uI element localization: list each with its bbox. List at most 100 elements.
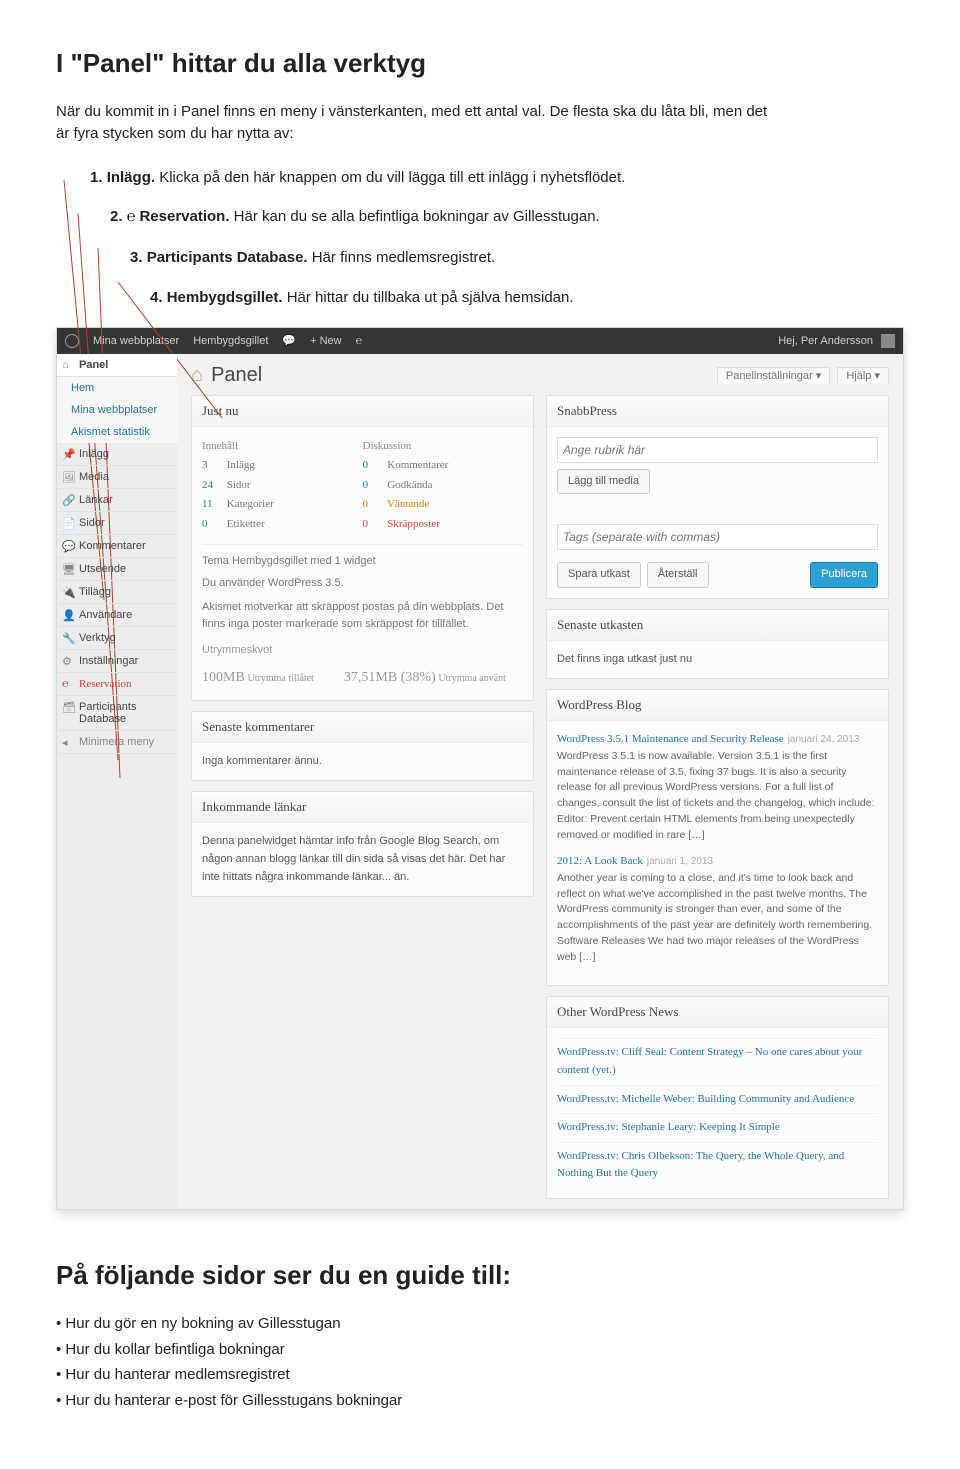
tab-panelinstallningar[interactable]: Panelinställningar ▾ (717, 367, 830, 384)
dashboard-columns: Just nu Innehåll 3 Inlägg24 Sidor11 Kate… (191, 395, 889, 1200)
sidebar-item-panel[interactable]: ⌂Panel (57, 354, 177, 377)
sidebar-item-anvandare[interactable]: 👤Användare (57, 604, 177, 627)
footer-list: Hur du gör en ny bokning av Gillesstugan… (56, 1311, 904, 1413)
page-icon: 📄 (62, 517, 76, 530)
page-title: I "Panel" hittar du alla verktyg (56, 48, 904, 79)
topbar-new[interactable]: + New (310, 335, 342, 347)
akismet-info: Akismet motverkar att skräppost postas p… (202, 599, 523, 634)
column-left: Just nu Innehåll 3 Inlägg24 Sidor11 Kate… (191, 395, 534, 1200)
sidebar-item-participants[interactable]: 🗃Participants Database (57, 696, 177, 731)
theme-info: Tema Hembygdsgillet med 1 widget (202, 553, 523, 571)
blog-item[interactable]: WordPress 3.5.1 Maintenance and Security… (557, 731, 878, 843)
wordpress-logo-icon[interactable] (65, 334, 79, 348)
sidebar-item-hem[interactable]: Hem (57, 377, 177, 399)
news-link[interactable]: WordPress.tv: Cliff Seal: Content Strate… (557, 1038, 878, 1084)
add-media-button[interactable]: Lägg till media (557, 469, 650, 495)
numbered-list: 1. Inlägg. Klicka på den här knappen om … (56, 167, 904, 309)
widget-body: Inga kommentarer ännu. (192, 743, 533, 781)
plugin-icon: 🔌 (62, 586, 76, 599)
intro-paragraph: När du kommit in i Panel finns en meny i… (56, 101, 776, 145)
widget-title: Senaste kommentarer (192, 712, 533, 743)
stat-row[interactable]: 24 Sidor (202, 476, 363, 496)
wordpress-screenshot: Mina webbplatser Hembygdsgillet 💬 + New … (56, 327, 904, 1211)
widget-news: Other WordPress News WordPress.tv: Cliff… (546, 996, 889, 1199)
main-header: ⌂ Panel Panelinställningar ▾ Hjälp ▾ (191, 364, 889, 387)
stat-row[interactable]: 0 Kommentarer (363, 456, 524, 476)
topbar-comments-icon[interactable]: 💬 (282, 334, 296, 347)
media-icon: 🖼 (62, 471, 76, 484)
tab-hjalp[interactable]: Hjälp ▾ (837, 367, 889, 384)
dashboard-icon: ⌂ (191, 364, 203, 387)
stat-row[interactable]: 0 Väntande (363, 495, 524, 515)
storage-row: 100MB Utrymma tillåtet 37,51MB (38%) Utr… (202, 667, 523, 689)
widget-comments: Senaste kommentarer Inga kommentarer änn… (191, 711, 534, 782)
widget-title: SnabbPress (547, 396, 888, 427)
news-link[interactable]: WordPress.tv: Stephanie Leary: Keeping I… (557, 1113, 878, 1142)
topbar-sites[interactable]: Mina webbplatser (93, 335, 179, 347)
list-item: 4. Hembygdsgillet. Här hittar du tillbak… (150, 287, 904, 309)
footer-item: Hur du gör en ny bokning av Gillesstugan (56, 1311, 856, 1337)
widget-title: Just nu (192, 396, 533, 427)
sidebar-item-media[interactable]: 🖼Media (57, 466, 177, 489)
home-icon: ⌂ (62, 359, 69, 371)
link-icon: 🔗 (62, 494, 76, 507)
sidebar-collapse[interactable]: ◂Minimera meny (57, 731, 177, 754)
stat-row[interactable]: 0 Etiketter (202, 515, 363, 535)
pin-icon: 📌 (62, 448, 76, 461)
widget-body: Denna panelwidget hämtar info från Googl… (192, 823, 533, 896)
news-link[interactable]: WordPress.tv: Chris Olbekson: The Query,… (557, 1142, 878, 1188)
admin-main: ⌂ Panel Panelinställningar ▾ Hjälp ▾ Jus… (177, 354, 903, 1210)
avatar[interactable] (881, 334, 895, 348)
sidebar-item-utseende[interactable]: 🖥Utseende (57, 558, 177, 581)
user-icon: 👤 (62, 609, 76, 622)
widget-title: Inkommande länkar (192, 792, 533, 823)
footer-item: Hur du hanterar e-post för Gillesstugans… (56, 1388, 856, 1414)
widget-blog: WordPress Blog WordPress 3.5.1 Maintenan… (546, 689, 889, 986)
document-page: I "Panel" hittar du alla verktyg När du … (0, 0, 960, 1469)
blog-item[interactable]: 2012: A Look Backjanuari 1, 2013Another … (557, 853, 878, 965)
sidebar-item-verktyg[interactable]: 🔧Verktyg (57, 627, 177, 650)
topbar-sitename[interactable]: Hembygdsgillet (193, 335, 268, 347)
topbar-e-icon[interactable]: ℮ (356, 335, 363, 347)
topbar-greeting[interactable]: Hej, Per Andersson (778, 335, 873, 347)
publish-button[interactable]: Publicera (810, 562, 878, 588)
widget-title: Other WordPress News (547, 997, 888, 1028)
admin-sidebar: ⌂Panel Hem Mina webbplatser Akismet stat… (57, 354, 177, 1210)
widget-justnu: Just nu Innehåll 3 Inlägg24 Sidor11 Kate… (191, 395, 534, 701)
reset-button[interactable]: Återställ (647, 562, 709, 588)
sidebar-item-sidor[interactable]: 📄Sidor (57, 512, 177, 535)
col-header: Diskussion (363, 437, 524, 457)
settings-icon: ⚙ (62, 655, 72, 668)
list-item: 3. Participants Database. Här finns medl… (130, 247, 904, 269)
save-draft-button[interactable]: Spara utkast (557, 562, 641, 588)
collapse-icon: ◂ (62, 736, 68, 749)
stat-row[interactable]: 0 Skräpposter (363, 515, 524, 535)
quickpress-title-input[interactable] (557, 437, 878, 463)
sidebar-item-lankar[interactable]: 🔗Länkar (57, 489, 177, 512)
tools-icon: 🔧 (62, 632, 76, 645)
storage-label: Utrymmeskvot (202, 642, 523, 660)
comment-icon: 💬 (62, 540, 76, 553)
sidebar-item-inlagg[interactable]: 📌Inlägg (57, 443, 177, 466)
appearance-icon: 🖥 (62, 563, 76, 576)
stats-table: Innehåll 3 Inlägg24 Sidor11 Kategorier0 … (202, 437, 523, 535)
sidebar-item-tillagg[interactable]: 🔌Tillägg (57, 581, 177, 604)
sidebar-item-kommentarer[interactable]: 💬Kommentarer (57, 535, 177, 558)
footer-item: Hur du kollar befintliga bokningar (56, 1337, 856, 1363)
database-icon: 🗃 (62, 701, 76, 714)
col-header: Innehåll (202, 437, 363, 457)
footer-title: På följande sidor ser du en guide till: (56, 1260, 904, 1291)
screen-tabs: Panelinställningar ▾ Hjälp ▾ (713, 369, 889, 382)
sidebar-item-mina[interactable]: Mina webbplatser (57, 399, 177, 421)
admin-top-bar: Mina webbplatser Hembygdsgillet 💬 + New … (57, 328, 903, 354)
widget-links: Inkommande länkar Denna panelwidget hämt… (191, 791, 534, 897)
sidebar-item-akismet[interactable]: Akismet statistik (57, 421, 177, 443)
quickpress-tags-input[interactable] (557, 524, 878, 550)
sidebar-item-reservation[interactable]: ℮Reservation (57, 673, 177, 696)
news-link[interactable]: WordPress.tv: Michelle Weber: Building C… (557, 1085, 878, 1114)
stat-row[interactable]: 11 Kategorier (202, 495, 363, 515)
stat-row[interactable]: 0 Godkända (363, 476, 524, 496)
stat-row[interactable]: 3 Inlägg (202, 456, 363, 476)
widget-drafts: Senaste utkasten Det finns inga utkast j… (546, 609, 889, 680)
sidebar-item-installningar[interactable]: ⚙Inställningar (57, 650, 177, 673)
